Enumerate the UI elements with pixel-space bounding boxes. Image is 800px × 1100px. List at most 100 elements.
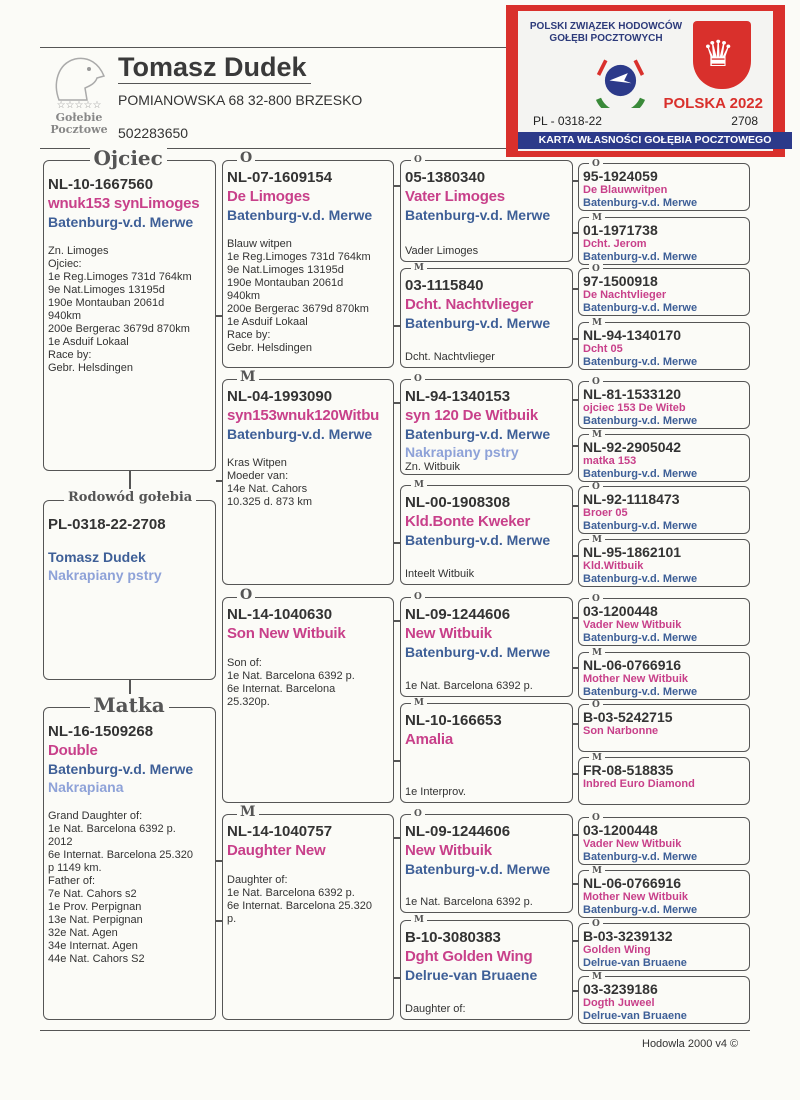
ring-number: NL-81-1533120 [583, 386, 682, 402]
parent-label-text: M [589, 430, 605, 440]
ring-number: NL-94-1340153 [405, 388, 511, 405]
pigeon-name: Mother New Witbuik [583, 673, 689, 685]
connector-line [394, 760, 400, 762]
breeder-name: Batenburg-v.d. Merwe [405, 861, 551, 877]
parent-label-text: M [589, 972, 605, 982]
connector-line [573, 883, 578, 885]
ring-number: 97-1500918 [583, 273, 658, 289]
ring-number: NL-06-0766916 [583, 875, 682, 891]
ring-number: NL-09-1244606 [405, 606, 511, 623]
parent-label-text: M [589, 866, 605, 876]
notes-line: 940km [48, 310, 82, 322]
breeder-name: Batenburg-v.d. Merwe [227, 426, 373, 442]
connector-line [573, 505, 578, 507]
pedigree-box: NL-10-1667560 wnuk153 synLimoges Batenburg… [43, 160, 216, 471]
notes-line: Race by: [48, 349, 92, 361]
breeder-name: Batenburg-v.d. Merwe [583, 686, 698, 698]
parent-label: O [579, 811, 749, 823]
connector-line [573, 445, 578, 447]
polish-eagle-emblem-icon: ♛ [693, 21, 751, 89]
connector-line [573, 288, 578, 290]
parent-label-text: O [589, 813, 603, 823]
parent-label-text: O [411, 592, 425, 602]
ring-number: 03-3239186 [583, 981, 658, 997]
parent-label: M [401, 694, 572, 710]
connector-line [129, 680, 131, 707]
pigeon-notes: Zn. Witbuik [405, 461, 569, 474]
pedigree-box: O NL-07-1609154 De Limoges Batenburg-v.d. M… [222, 150, 394, 368]
ring-number: NL-07-1609154 [227, 169, 333, 186]
breeder-name: Batenburg-v.d. Merwe [583, 520, 698, 532]
parent-label: O [401, 805, 572, 821]
notes-line: Blauw witpen [227, 238, 292, 250]
parent-label: M [401, 259, 572, 275]
breeder-name: Batenburg-v.d. Merwe [405, 644, 551, 660]
parent-label: O [579, 480, 749, 492]
parent-label: O [579, 157, 749, 169]
notes-line: 1e Reg.Limoges 731d 764km [227, 251, 371, 263]
pigeon-name: Dcht. Nachtvlieger [405, 296, 534, 313]
pigeon-name: New Witbuik [405, 625, 492, 642]
ring-number: NL-09-1244606 [405, 823, 511, 840]
ring-number: NL-92-2905042 [583, 439, 682, 455]
connector-line [573, 723, 578, 725]
owner-phone: 502283650 [118, 125, 189, 141]
notes-line: 1e Nat. Barcelona 6392 p. [227, 887, 355, 899]
breeder-name: Batenburg-v.d. Merwe [583, 415, 698, 427]
breeder-name: Batenburg-v.d. Merwe [583, 468, 698, 480]
parent-label: M [579, 533, 749, 545]
ring-number: 03-1200448 [583, 822, 658, 838]
pigeon-notes: Kras Witpen Moeder van: 14e Nat. Cahors 10.… [227, 457, 390, 509]
parent-label: M [401, 476, 572, 492]
ring-number: 05-1380340 [405, 169, 486, 186]
connector-line [573, 773, 578, 775]
ring-number: NL-14-1040757 [227, 823, 333, 840]
subject-owner: Tomasz Dudek [48, 549, 146, 565]
notes-line: 10.325 d. 873 km [227, 496, 313, 508]
pigeon-name: Mother New Witbuik [583, 891, 689, 903]
breeder-name: Batenburg-v.d. Merwe [405, 426, 551, 442]
pedigree-box: O NL-81-1533120 ojciec 153 De Witeb Batenbu… [578, 377, 750, 429]
parent-label-text: M [411, 263, 427, 273]
breeder-name: Batenburg-v.d. Merwe [48, 214, 194, 230]
parent-label: M [579, 646, 749, 658]
subject-color: Nakrapiany pstry [48, 567, 162, 583]
pigeon-notes: Daughter of: [405, 1003, 569, 1016]
parent-label-text: O [589, 700, 603, 710]
connector-line [216, 920, 222, 922]
notes-line: Race by: [227, 329, 271, 341]
parent-label-text: O [411, 809, 425, 819]
logo-text: Gołebie Pocztowe [50, 111, 108, 136]
parent-label-text: O [411, 155, 425, 165]
ring-number: 95-1924059 [583, 168, 658, 184]
breeder-name: Batenburg-v.d. Merwe [405, 315, 551, 331]
notes-line: 1e Asduif Lokaal [227, 316, 308, 328]
notes-line: 1e Nat. Barcelona 6392 p. [227, 670, 355, 682]
notes-line: Gebr. Helsdingen [227, 342, 312, 354]
breeder-name: Delrue-van Bruaene [583, 1010, 687, 1022]
connector-line [394, 620, 400, 622]
pedigree-box: O 03-1200448 Vader New Witbuik Batenburg-v.… [578, 594, 750, 646]
notes-line: Dcht. Nachtvlieger [405, 351, 495, 363]
pigeon-notes: Son of: 1e Nat. Barcelona 6392 p. 6e Inter… [227, 657, 390, 709]
parent-label-text: O [589, 594, 603, 604]
connector-line [394, 325, 400, 327]
notes-line: 34e Internat. Agen [48, 940, 138, 952]
spacer [48, 534, 212, 548]
parent-label-text: O [589, 482, 603, 492]
pigeon-name: Kld.Bonte Kweker [405, 513, 531, 530]
notes-line: 25.320p. [227, 696, 270, 708]
pigeon-name: De Nachtvlieger [583, 289, 667, 301]
pedigree-box: M NL-92-2905042 matka 153 Batenburg-v.d. Me… [578, 430, 750, 482]
parent-label: O [579, 592, 749, 604]
parent-label: O [579, 698, 749, 710]
pigeon-name: Broer 05 [583, 507, 628, 519]
breeder-name: Batenburg-v.d. Merwe [405, 532, 551, 548]
notes-line: 6e Internat. Barcelona [227, 683, 336, 695]
pedigree-box: O B-03-3239132 Golden Wing Delrue-van Bruae… [578, 919, 750, 971]
ownership-card-stamp: POLSKI ZWIĄZEK HODOWCÓW GOŁĘBI POCZTOWYC… [506, 5, 792, 157]
ring-number: 03-1200448 [583, 603, 658, 619]
notes-line: 7e Nat. Cahors s2 [48, 888, 137, 900]
pedigree-box: M NL-94-1340170 Dcht 05 Batenburg-v.d. Merw… [578, 318, 750, 370]
pigeon-notes: Grand Daughter of: 1e Nat. Barcelona 6392… [48, 810, 212, 966]
